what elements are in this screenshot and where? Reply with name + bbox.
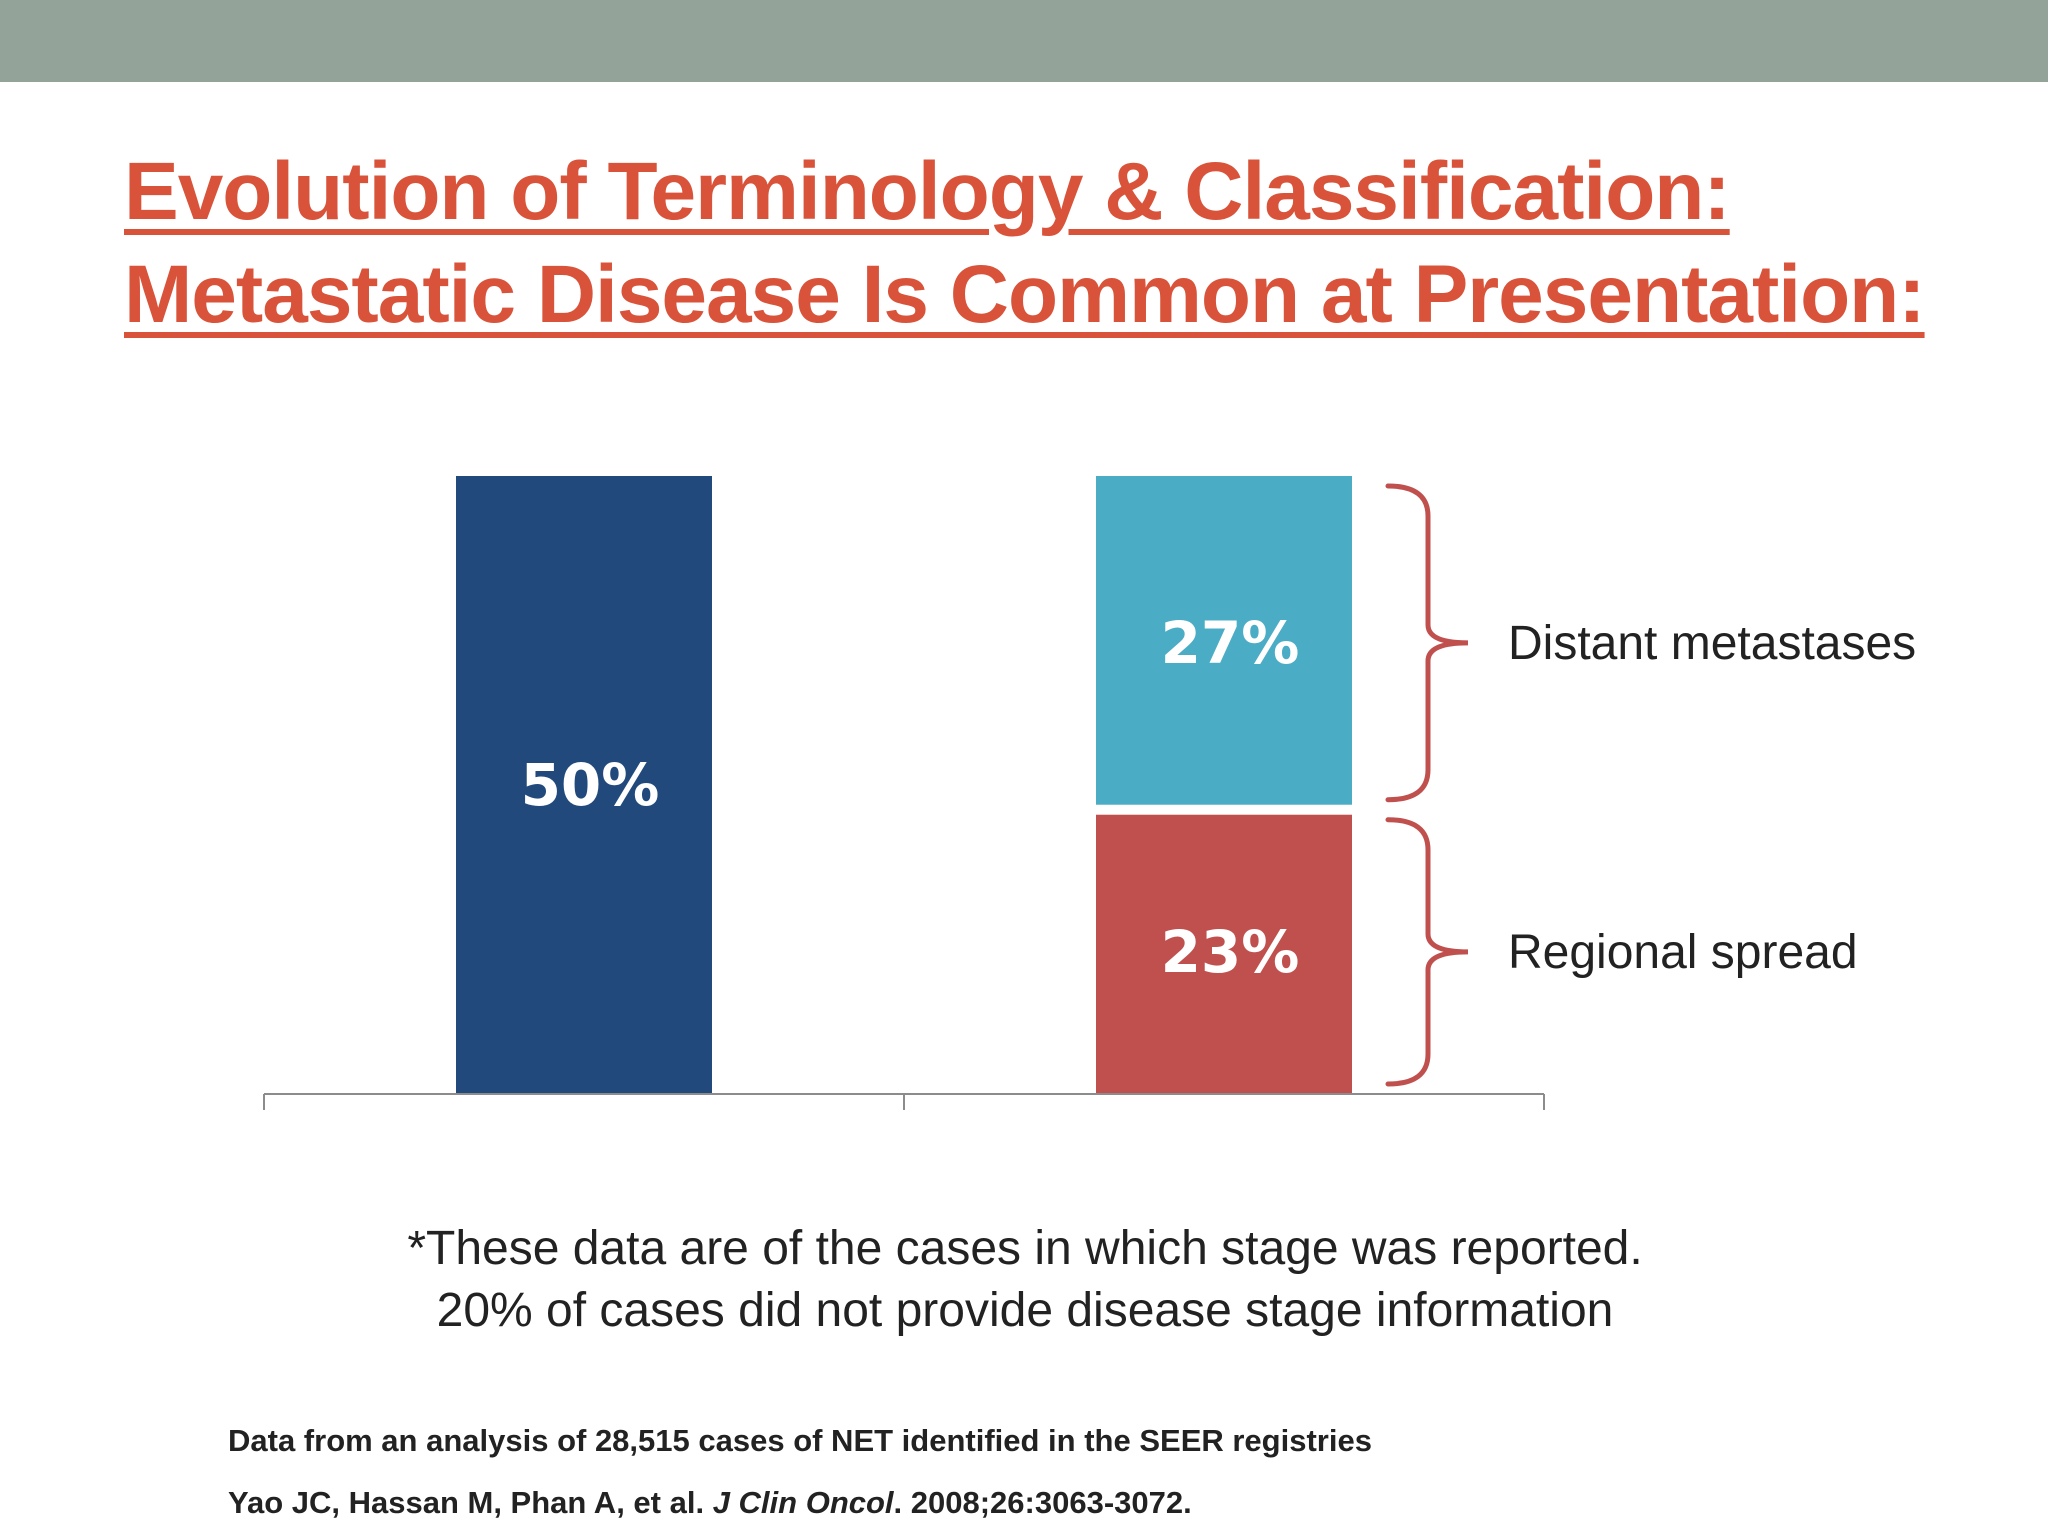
brace-2 xyxy=(1385,483,1469,803)
bar-1-segment-1-value-label: 50% xyxy=(521,751,660,819)
bar-2-segment-2 xyxy=(1096,476,1352,805)
bar-2-segment-1 xyxy=(1096,814,1352,1094)
header-bar xyxy=(0,0,2048,82)
segment-annotation-1: Regional spread xyxy=(1508,926,1858,979)
brace-1 xyxy=(1385,817,1469,1087)
source-line-2: Yao JC, Hassan M, Phan A, et al. J Clin … xyxy=(228,1472,1928,1534)
source-line-1: Data from an analysis of 28,515 cases of… xyxy=(228,1423,1372,1458)
slide-title: Evolution of Terminology & Classificatio… xyxy=(124,140,1944,346)
source-journal: J Clin Oncol xyxy=(712,1485,894,1520)
bar-1-segment-1 xyxy=(456,476,712,1094)
footnote-line-1: *These data are of the cases in which st… xyxy=(407,1222,1643,1275)
source-details: . 2008;26:3063-3072. xyxy=(893,1485,1192,1520)
bar-2-segment-2-value-label: 27% xyxy=(1161,609,1300,677)
source-citation: Data from an analysis of 28,515 cases of… xyxy=(228,1410,1928,1534)
source-authors: Yao JC, Hassan M, Phan A, et al. xyxy=(228,1485,713,1520)
title-line-1: Evolution of Terminology & Classificatio… xyxy=(124,146,1731,237)
stacked-bar-chart: 50% 23% Regional spread 27% Distant metastas… xyxy=(263,476,1916,1110)
bar-2-segment-1-value-label: 23% xyxy=(1161,918,1300,986)
footnote: *These data are of the cases in which st… xyxy=(300,1218,1750,1342)
title-line-2: Metastatic Disease Is Common at Presenta… xyxy=(124,249,1926,340)
footnote-line-2: 20% of cases did not provide disease sta… xyxy=(436,1284,1614,1337)
segment-annotation-2: Distant metastases xyxy=(1508,617,1916,670)
